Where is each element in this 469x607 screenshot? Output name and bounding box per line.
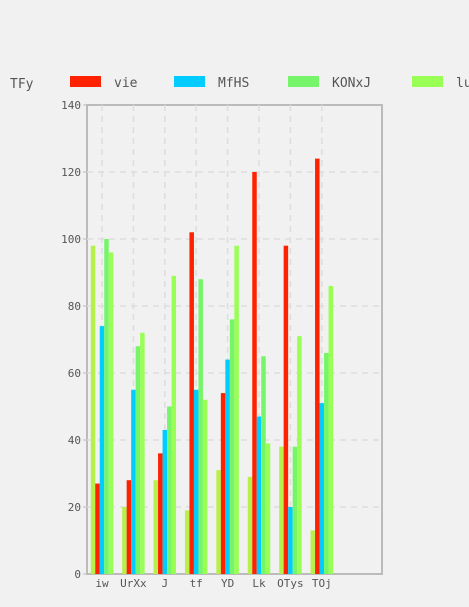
legend-label: KONxJ: [332, 76, 371, 91]
y-tick-label: 120: [61, 166, 81, 179]
bar: [153, 480, 159, 574]
y-tick-label: 40: [68, 434, 81, 447]
bars: [90, 158, 334, 575]
x-tick-label: Lk: [252, 577, 266, 590]
legend-label: lu: [456, 76, 469, 91]
y-tick-label: 100: [61, 233, 81, 246]
bar: [162, 429, 168, 574]
bar: [108, 252, 114, 574]
x-tick-label: TOj: [312, 577, 332, 590]
bar: [292, 446, 298, 574]
bar: [158, 453, 163, 574]
y-tick-label: 140: [61, 99, 81, 112]
x-tick-label: YD: [221, 577, 234, 590]
bar: [198, 279, 203, 574]
legend-swatch: [412, 76, 443, 87]
legend-label: vie: [114, 76, 138, 91]
bar: [265, 443, 271, 574]
bar: [297, 336, 302, 574]
x-tick-label: tf: [190, 577, 203, 590]
bar: [261, 356, 266, 574]
bar: [216, 470, 221, 574]
legend-swatch: [70, 76, 101, 87]
legend-label: MfHS: [218, 76, 249, 91]
bar: [234, 245, 239, 574]
bar: [140, 332, 145, 574]
bar: [131, 389, 136, 574]
bar: [315, 158, 320, 574]
x-tick-label: UrXx: [120, 577, 147, 590]
bar: [126, 480, 132, 574]
bar: [90, 245, 96, 574]
bar: [247, 476, 253, 574]
y-tick-label: 80: [68, 300, 81, 313]
legend-title: TFy: [10, 77, 34, 92]
bar: [256, 416, 262, 574]
bar: [279, 446, 284, 574]
bar: [171, 275, 177, 574]
legend: TFy vie MfHS KONxJ lu: [10, 76, 469, 92]
bar: [283, 245, 289, 574]
bar: [189, 232, 194, 575]
bar: [229, 319, 235, 574]
bar: [95, 483, 100, 574]
bar: [225, 359, 230, 574]
bar: [193, 389, 199, 574]
bar: [319, 403, 325, 574]
legend-swatch: [174, 76, 205, 87]
y-tick-label: 60: [68, 367, 81, 380]
bar: [104, 239, 109, 574]
bar: [220, 393, 226, 574]
bar: [252, 172, 257, 574]
bar: [184, 510, 190, 574]
bar: [288, 507, 293, 574]
y-tick-label: 0: [74, 568, 81, 581]
bar: [99, 326, 105, 574]
x-tick-label: iw: [95, 577, 109, 590]
y-tick-label: 20: [68, 501, 81, 514]
bar: [122, 507, 127, 574]
bar: [324, 352, 329, 574]
legend-swatch: [288, 76, 319, 87]
x-tick-label: OTys: [277, 577, 304, 590]
bar: [328, 285, 334, 574]
bar: [310, 530, 316, 574]
bar: [202, 399, 208, 574]
x-tick-label: J: [161, 577, 168, 590]
bar: [135, 346, 141, 574]
bar: [167, 406, 172, 574]
